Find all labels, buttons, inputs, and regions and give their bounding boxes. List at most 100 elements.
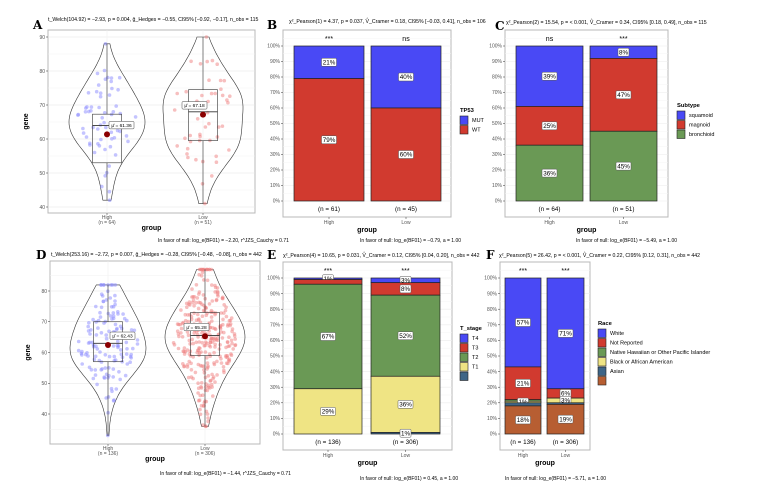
data-point [204, 399, 209, 404]
data-point [91, 125, 95, 130]
data-point [227, 148, 231, 152]
data-point [107, 329, 111, 334]
data-point [208, 345, 213, 349]
legend-swatch [597, 338, 607, 348]
data-point [190, 287, 194, 291]
significance-label: ns [402, 36, 410, 43]
data-point [186, 155, 190, 160]
data-point [103, 42, 108, 46]
data-point [191, 298, 196, 302]
data-point [212, 361, 216, 365]
data-point [171, 341, 176, 345]
data-point [204, 35, 209, 39]
data-point [211, 375, 216, 379]
bar-label: 60% [400, 152, 413, 159]
data-point [181, 362, 185, 366]
mean-label: μ̂ = 62.43 [112, 334, 133, 340]
data-point [129, 328, 134, 332]
data-point [219, 87, 223, 91]
significance-label: *** [325, 36, 333, 43]
x-tick-label: Low [401, 453, 411, 459]
x-axis-title: group [145, 456, 165, 463]
data-point [191, 355, 195, 359]
bar-label: 19% [559, 416, 572, 423]
x-tick-label: Low [561, 453, 571, 459]
y-tick-label: 90% [270, 291, 281, 297]
bar-label: 47% [617, 92, 630, 99]
data-point [112, 398, 116, 402]
data-point [200, 340, 205, 345]
data-point [185, 305, 189, 310]
legend-label: WT [472, 128, 481, 134]
bar-label-box [398, 72, 414, 82]
y-tick-label: 70 [41, 320, 47, 326]
data-point [196, 312, 200, 317]
data-point [104, 298, 109, 302]
legend-swatch [459, 371, 469, 381]
n-label: (n = 306) [393, 439, 418, 446]
x-axis-title: group [142, 225, 162, 232]
data-point [198, 62, 203, 66]
bar-label: 1% [401, 430, 411, 437]
data-point [81, 126, 85, 131]
data-point [88, 340, 92, 345]
data-point [123, 373, 128, 378]
data-point [114, 104, 118, 108]
y-tick-label: 30% [492, 152, 503, 158]
data-point [207, 267, 212, 272]
legend-swatch [597, 328, 607, 338]
data-point [99, 283, 103, 287]
data-point [195, 296, 200, 300]
data-point [202, 343, 207, 348]
panel-subtitle: χ²_Pearson(4) = 10.65, p = 0.031, V̂_Cra… [283, 252, 480, 259]
legend-swatch [597, 357, 607, 367]
data-point [227, 335, 231, 340]
data-point [84, 135, 89, 139]
data-point [198, 407, 202, 412]
data-point [203, 350, 208, 354]
data-point [81, 131, 86, 135]
data-point [88, 143, 92, 147]
data-point [229, 316, 234, 320]
data-point [203, 375, 208, 380]
mean-label-box [183, 323, 210, 332]
y-tick-label: 40% [270, 369, 281, 375]
data-point [200, 314, 205, 319]
data-point [172, 108, 177, 112]
y-tick-label: 90% [487, 291, 498, 297]
x-tick-n-label: (n = 306) [195, 451, 215, 457]
data-point [97, 144, 102, 148]
y-tick-label: 50% [492, 121, 503, 127]
bar-label: 57% [517, 320, 530, 327]
data-point [224, 305, 228, 310]
y-tick-label: 60 [41, 350, 47, 356]
data-point [100, 367, 104, 371]
box-iqr [188, 89, 218, 141]
box-iqr [93, 321, 123, 363]
y-tick-label: 70% [492, 90, 503, 96]
data-point [224, 353, 228, 358]
data-point [104, 336, 109, 341]
data-point [100, 116, 104, 120]
data-point [113, 299, 117, 303]
legend-swatch [676, 120, 686, 130]
data-point [203, 388, 208, 393]
data-point [192, 311, 196, 316]
panel-subtitle: t_Welch(104.92) = −2.93, p = 0.004, ĝ_He… [48, 17, 258, 23]
n-label: (n = 64) [539, 206, 561, 213]
data-point [117, 75, 122, 80]
data-point [96, 83, 101, 87]
data-point [203, 306, 208, 310]
data-point [79, 351, 84, 356]
x-tick-label: Low [200, 446, 210, 452]
data-point [213, 285, 218, 290]
data-point [111, 311, 116, 315]
data-point [198, 134, 202, 139]
data-point [109, 112, 114, 117]
legend-swatch [676, 110, 686, 120]
bayes-factor-caption: In favor of null: log_e(BF01) = −1.44, r… [160, 471, 291, 477]
x-axis-title: group [535, 460, 555, 467]
